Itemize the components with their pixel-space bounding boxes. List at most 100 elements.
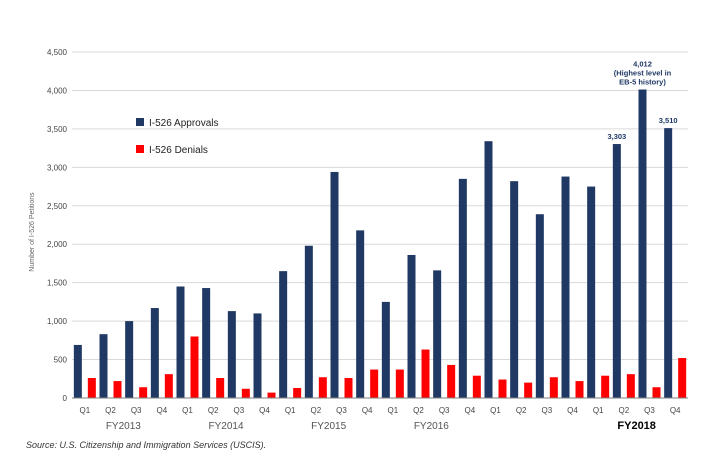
data-label: (Highest level in [614,69,672,78]
y-tick-label: 4,000 [47,86,68,95]
legend-swatch-denials [136,145,144,153]
x-tick-label: Q3 [233,406,244,415]
legend-label-denials: I-526 Denials [149,145,208,156]
denial-bar [678,358,687,398]
x-tick-label: Q2 [310,406,321,415]
x-tick-label: Q2 [413,406,424,415]
x-tick-label: Q2 [208,406,219,415]
fiscal-year-label: FY2014 [208,421,243,432]
denial-bar [216,378,225,398]
y-tick-labels: 0 500 1,000 1,500 2,000 2,500 3,000 3,500 4,000 4… [47,48,68,403]
y-tick-label: 2,000 [47,240,68,249]
approval-bar [612,144,621,398]
approval-bar [458,178,467,398]
x-tick-label: Q2 [516,406,527,415]
approval-bar [356,230,365,398]
x-tick-label: Q4 [464,406,475,415]
y-tick-label: 1,500 [47,279,68,288]
x-tick-label: Q1 [79,406,90,415]
approval-bar [561,176,570,398]
data-label: EB-5 history) [619,78,666,87]
approval-bar [150,308,159,398]
denial-bar [87,378,96,398]
x-tick-label: Q1 [285,406,296,415]
approval-bar [304,245,313,398]
approval-bar [484,141,493,399]
y-tick-label: 1,000 [47,317,68,326]
x-tick-label: Q3 [644,406,655,415]
y-axis-label: Number of I-526 Petitions [29,192,36,272]
y-tick-label: 2,500 [47,202,68,211]
approval-bar [330,171,339,398]
bars [73,89,687,399]
x-tick-label: Q1 [593,406,604,415]
denial-bar [652,387,661,398]
denial-bar [549,377,558,398]
approval-bar [176,286,185,398]
y-tick-label: 3,500 [47,125,68,134]
x-tick-label: Q4 [567,406,578,415]
x-tick-label: Q3 [131,406,142,415]
denial-bar [190,336,199,398]
denial-bar [601,375,610,398]
fiscal-year-label: FY2013 [106,421,141,432]
approval-bar [73,344,82,398]
x-tick-label: Q1 [387,406,398,415]
denial-bar [293,388,302,398]
denial-bar [524,382,533,398]
x-tick-label: Q4 [670,406,681,415]
fiscal-year-label: FY2015 [311,421,346,432]
approval-bar [587,186,596,398]
x-tick-label: Q2 [105,406,116,415]
fiscal-year-label: FY2016 [414,421,449,432]
approval-bar [664,128,673,398]
legend-label-approvals: I-526 Approvals [149,118,219,129]
approval-bar [535,214,544,398]
x-tick-label: Q1 [490,406,501,415]
denial-bar [241,388,250,398]
denial-bar [164,374,173,398]
y-tick-label: 3,000 [47,163,68,172]
approval-bar [99,334,108,398]
grid-lines [72,51,688,399]
x-tick-label: Q3 [541,406,552,415]
legend-swatch-approvals [136,118,144,126]
legend: I-526 Approvals I-526 Denials [136,118,219,156]
data-label: 3,510 [659,116,678,125]
x-tick-label: Q4 [156,406,167,415]
approval-bar [279,271,288,398]
denial-bar [267,392,276,398]
denial-bar [626,374,635,398]
fiscal-year-label: FY2018 [617,420,656,432]
approval-bar [433,270,442,398]
x-tick-label: Q1 [182,406,193,415]
x-tick-label: Q4 [259,406,270,415]
approval-bar [125,321,134,398]
x-tick-label: Q2 [618,406,629,415]
denial-bar [472,375,481,398]
y-tick-label: 500 [54,356,68,365]
approval-bar [510,181,519,398]
denial-bar [575,381,584,398]
denial-bar [318,377,327,398]
denial-bar [113,381,122,398]
x-tick-label: Q3 [336,406,347,415]
denial-bar [139,387,148,398]
denial-bar [447,364,456,398]
y-tick-label: 4,500 [47,48,68,57]
approval-bar [638,89,647,398]
y-tick-label: 0 [63,394,68,403]
denial-bar [498,379,507,398]
approval-bar [407,254,416,398]
x-tick-label: Q3 [439,406,450,415]
approval-bar [202,288,211,398]
denial-bar [421,349,430,398]
data-label: 4,012 [633,60,652,69]
approval-bar [227,311,236,398]
denial-bar [344,378,353,398]
approval-bar [381,301,390,398]
x-tick-labels: Q1 Q2 Q3 Q4 Q1 Q2 Q3 Q4 Q1 Q2 Q3 Q4 Q1 Q2 Q3 Q4 Q1 Q2 Q3 Q4… [79,406,681,415]
approval-bar [253,313,262,398]
